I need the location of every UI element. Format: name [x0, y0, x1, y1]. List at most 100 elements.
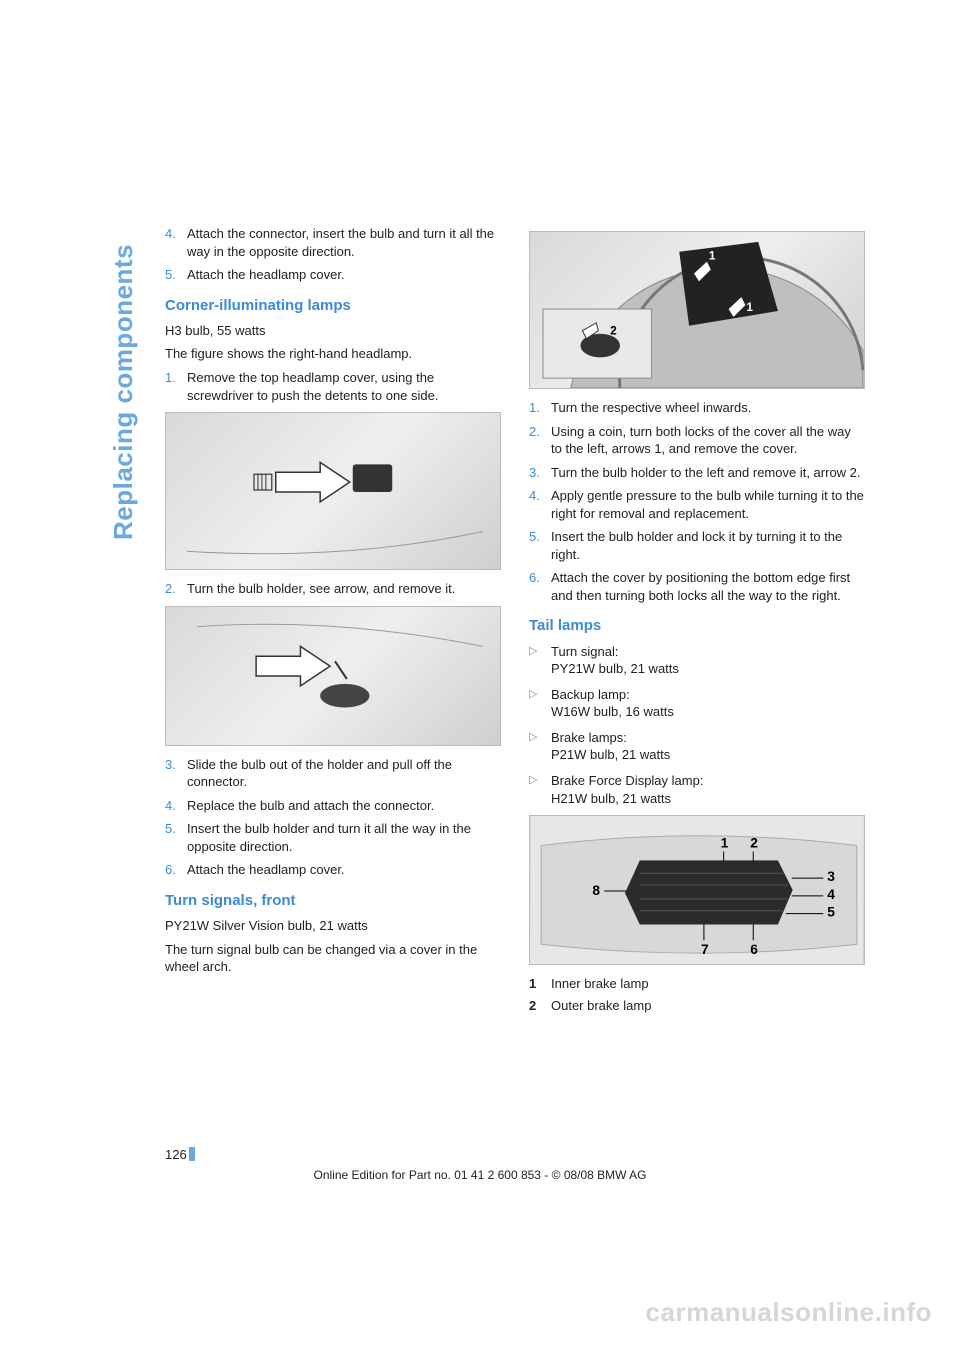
step-text: Turn the bulb holder, see arrow, and rem… — [187, 580, 501, 598]
steps-s1c: 3.Slide the bulb out of the holder and p… — [165, 756, 501, 879]
bullet-text: Brake lamps:P21W bulb, 21 watts — [551, 729, 865, 764]
left-column: 4.Attach the connector, insert the bulb … — [165, 225, 501, 1018]
list-item: ▷Brake Force Display lamp:H21W bulb, 21 … — [529, 772, 865, 807]
svg-text:8: 8 — [592, 882, 600, 898]
triangle-icon: ▷ — [529, 686, 551, 721]
svg-text:3: 3 — [827, 868, 835, 884]
list-item: 4.Attach the connector, insert the bulb … — [165, 225, 501, 260]
figure-bulb-holder — [165, 606, 501, 746]
legend-item: 1Inner brake lamp — [529, 975, 865, 993]
svg-text:2: 2 — [610, 324, 617, 338]
bulb-spec: PY21W Silver Vision bulb, 21 watts — [165, 917, 501, 935]
svg-text:1: 1 — [746, 300, 753, 314]
page: Replacing components 4.Attach the connec… — [0, 0, 960, 1358]
step-text: Attach the headlamp cover. — [187, 266, 501, 284]
content-columns: 4.Attach the connector, insert the bulb … — [165, 225, 865, 1018]
list-item: 4.Apply gentle pressure to the bulb whil… — [529, 487, 865, 522]
watermark: carmanualsonline.info — [646, 1297, 932, 1328]
triangle-icon: ▷ — [529, 643, 551, 678]
step-text: Replace the bulb and attach the connecto… — [187, 797, 501, 815]
list-item: 1.Turn the respective wheel inwards. — [529, 399, 865, 417]
list-item: 6.Attach the cover by positioning the bo… — [529, 569, 865, 604]
triangle-icon: ▷ — [529, 729, 551, 764]
heading-tail-lamps: Tail lamps — [529, 616, 865, 636]
step-text: Apply gentle pressure to the bulb while … — [551, 487, 865, 522]
step-number: 4. — [529, 487, 551, 522]
svg-text:1: 1 — [721, 835, 729, 851]
step-number: 2. — [165, 580, 187, 598]
triangle-icon: ▷ — [529, 772, 551, 807]
step-number: 5. — [529, 528, 551, 563]
steps-top: 4.Attach the connector, insert the bulb … — [165, 225, 501, 284]
bullet-text: Backup lamp:W16W bulb, 16 watts — [551, 686, 865, 721]
svg-text:4: 4 — [827, 886, 835, 902]
figure-tail-lamp: 1 2 3 4 5 6 7 8 — [529, 815, 865, 965]
list-item: 5.Insert the bulb holder and lock it by … — [529, 528, 865, 563]
step-number: 2. — [529, 423, 551, 458]
step-number: 5. — [165, 820, 187, 855]
intro-text: The figure shows the right-hand headlamp… — [165, 345, 501, 363]
step-text: Turn the respective wheel inwards. — [551, 399, 865, 417]
step-text: Insert the bulb holder and lock it by tu… — [551, 528, 865, 563]
legend: 1Inner brake lamp 2Outer brake lamp — [529, 975, 865, 1014]
bullet-text: Turn signal:PY21W bulb, 21 watts — [551, 643, 865, 678]
list-item: ▷Backup lamp:W16W bulb, 16 watts — [529, 686, 865, 721]
list-item: 5.Insert the bulb holder and turn it all… — [165, 820, 501, 855]
legend-item: 2Outer brake lamp — [529, 997, 865, 1015]
figure-svg: 1 1 2 — [530, 232, 864, 388]
step-text: Attach the connector, insert the bulb an… — [187, 225, 501, 260]
legend-number: 2 — [529, 997, 551, 1015]
step-text: Turn the bulb holder to the left and rem… — [551, 464, 865, 482]
svg-text:6: 6 — [750, 941, 758, 957]
step-text: Slide the bulb out of the holder and pul… — [187, 756, 501, 791]
svg-text:1: 1 — [709, 249, 716, 263]
step-number: 4. — [165, 797, 187, 815]
tail-lamp-list: ▷Turn signal:PY21W bulb, 21 watts ▷Backu… — [529, 643, 865, 807]
step-text: Using a coin, turn both locks of the cov… — [551, 423, 865, 458]
legend-text: Outer brake lamp — [551, 997, 651, 1015]
heading-corner-lamps: Corner-illuminating lamps — [165, 296, 501, 316]
step-number: 4. — [165, 225, 187, 260]
legend-number: 1 — [529, 975, 551, 993]
list-item: 2.Turn the bulb holder, see arrow, and r… — [165, 580, 501, 598]
list-item: 4.Replace the bulb and attach the connec… — [165, 797, 501, 815]
step-text: Attach the cover by positioning the bott… — [551, 569, 865, 604]
right-column: 1 1 2 1.Turn the respective wheel inward… — [529, 225, 865, 1018]
list-item: 3.Turn the bulb holder to the left and r… — [529, 464, 865, 482]
figure-headlamp-cover — [165, 412, 501, 570]
step-number: 1. — [529, 399, 551, 417]
svg-text:2: 2 — [750, 835, 758, 851]
step-number: 1. — [165, 369, 187, 404]
step-number: 6. — [165, 861, 187, 879]
steps-right: 1.Turn the respective wheel inwards. 2.U… — [529, 399, 865, 604]
steps-s1b: 2.Turn the bulb holder, see arrow, and r… — [165, 580, 501, 598]
step-text: Remove the top headlamp cover, using the… — [187, 369, 501, 404]
figure-svg — [166, 607, 500, 745]
list-item: ▷Turn signal:PY21W bulb, 21 watts — [529, 643, 865, 678]
step-number: 5. — [165, 266, 187, 284]
step-number: 3. — [529, 464, 551, 482]
list-item: ▷Brake lamps:P21W bulb, 21 watts — [529, 729, 865, 764]
section-sidebar-title: Replacing components — [108, 244, 139, 540]
step-text: Insert the bulb holder and turn it all t… — [187, 820, 501, 855]
step-number: 3. — [165, 756, 187, 791]
figure-svg: 1 2 3 4 5 6 7 8 — [530, 816, 864, 964]
body-text: The turn signal bulb can be changed via … — [165, 941, 501, 976]
svg-text:5: 5 — [827, 904, 835, 920]
list-item: 5.Attach the headlamp cover. — [165, 266, 501, 284]
figure-svg — [166, 413, 500, 569]
page-number-bar-icon — [189, 1147, 195, 1161]
figure-wheel-arch: 1 1 2 — [529, 231, 865, 389]
list-item: 1.Remove the top headlamp cover, using t… — [165, 369, 501, 404]
list-item: 6.Attach the headlamp cover. — [165, 861, 501, 879]
legend-text: Inner brake lamp — [551, 975, 649, 993]
heading-turn-signals: Turn signals, front — [165, 891, 501, 911]
svg-text:7: 7 — [701, 941, 709, 957]
footer-text: Online Edition for Part no. 01 41 2 600 … — [0, 1168, 960, 1182]
steps-s1a: 1.Remove the top headlamp cover, using t… — [165, 369, 501, 404]
page-number: 126 — [165, 1147, 195, 1162]
list-item: 3.Slide the bulb out of the holder and p… — [165, 756, 501, 791]
bulb-spec: H3 bulb, 55 watts — [165, 322, 501, 340]
list-item: 2.Using a coin, turn both locks of the c… — [529, 423, 865, 458]
step-number: 6. — [529, 569, 551, 604]
